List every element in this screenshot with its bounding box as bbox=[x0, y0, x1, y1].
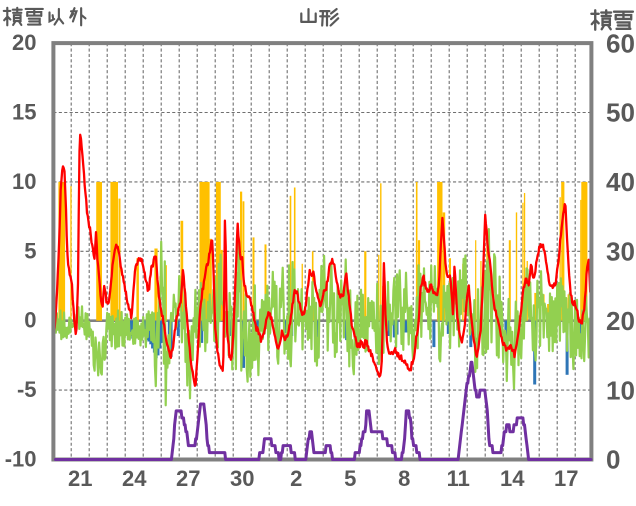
svg-text:27: 27 bbox=[176, 466, 200, 491]
svg-text:40: 40 bbox=[606, 167, 635, 197]
svg-text:50: 50 bbox=[606, 98, 635, 128]
svg-text:2: 2 bbox=[290, 466, 302, 491]
svg-text:21: 21 bbox=[68, 466, 92, 491]
svg-text:-10: -10 bbox=[5, 447, 37, 472]
svg-text:24: 24 bbox=[122, 466, 147, 491]
svg-text:8: 8 bbox=[398, 466, 410, 491]
svg-text:10: 10 bbox=[12, 169, 36, 194]
svg-text:5: 5 bbox=[24, 238, 36, 263]
svg-text:60: 60 bbox=[606, 28, 635, 58]
svg-text:-5: -5 bbox=[17, 377, 37, 402]
svg-text:10: 10 bbox=[606, 375, 635, 405]
svg-text:30: 30 bbox=[606, 237, 635, 267]
svg-text:15: 15 bbox=[12, 100, 36, 125]
svg-text:20: 20 bbox=[12, 30, 36, 55]
svg-text:20: 20 bbox=[606, 306, 635, 336]
svg-text:11: 11 bbox=[447, 466, 470, 491]
svg-text:0: 0 bbox=[24, 308, 36, 333]
svg-text:30: 30 bbox=[230, 466, 254, 491]
svg-text:17: 17 bbox=[554, 466, 578, 491]
svg-text:5: 5 bbox=[344, 466, 356, 491]
svg-text:0: 0 bbox=[606, 445, 620, 475]
svg-text:14: 14 bbox=[500, 466, 525, 491]
